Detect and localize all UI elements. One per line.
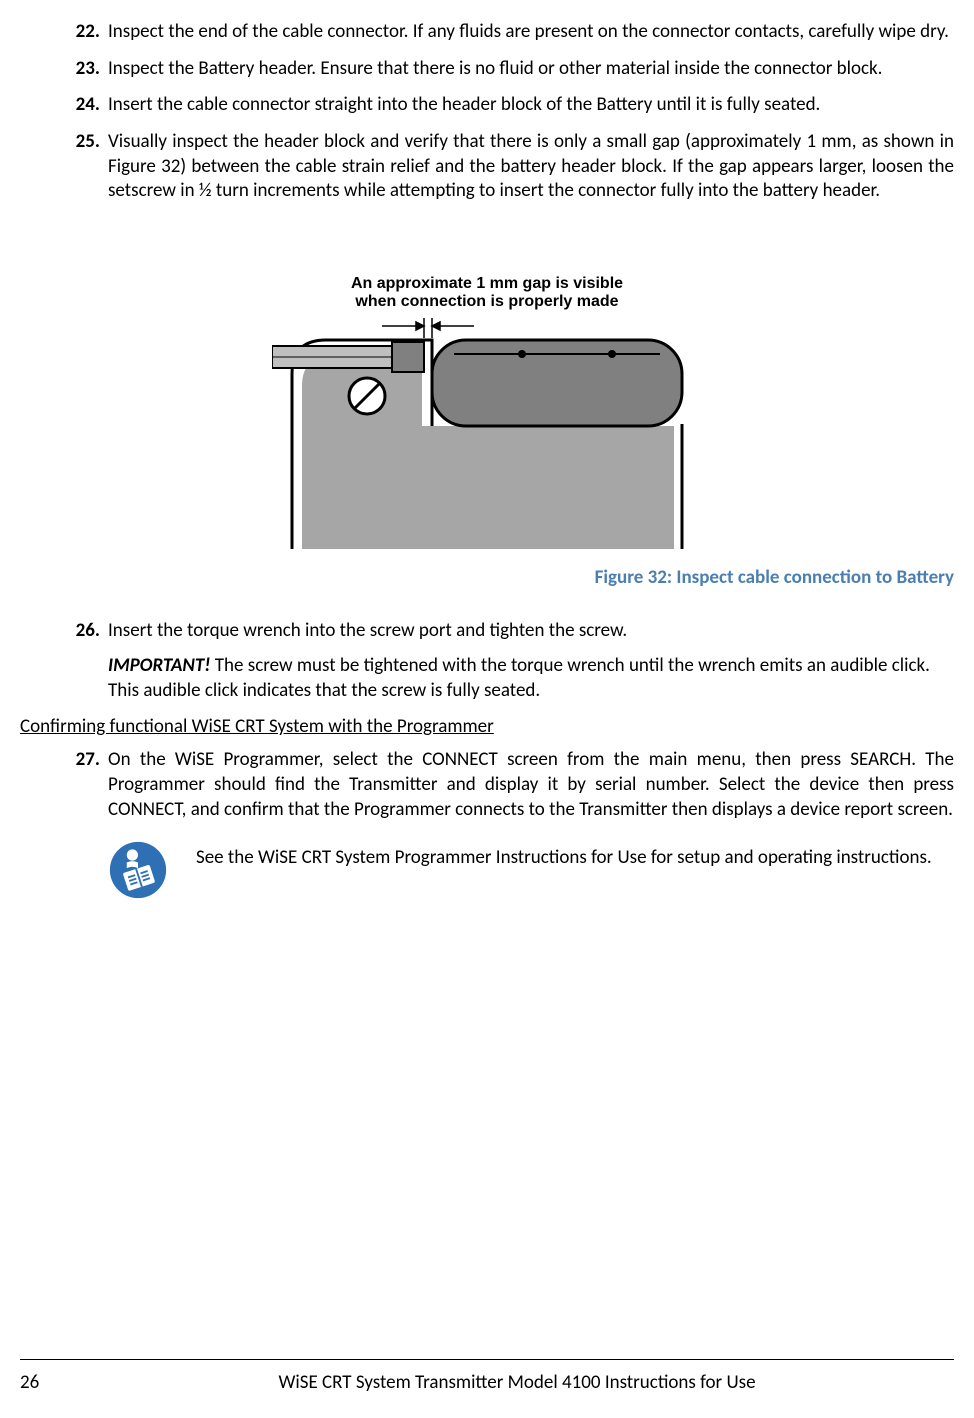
step-26-important: IMPORTANT! The screw must be tightened w… — [108, 654, 954, 703]
step-23: 23. Inspect the Battery header. Ensure t… — [20, 57, 954, 82]
step-text: On the WiSE Programmer, select the CONNE… — [108, 748, 954, 822]
step-number: 25. — [20, 130, 108, 204]
important-label: IMPORTANT! — [108, 654, 210, 677]
footer-divider — [20, 1359, 954, 1360]
step-text: Insert the torque wrench into the screw … — [108, 619, 954, 703]
step-number: 26. — [20, 619, 108, 703]
step-number: 27. — [20, 748, 108, 822]
step-25: 25. Visually inspect the header block an… — [20, 130, 954, 204]
cable — [272, 342, 424, 372]
setscrew-port — [349, 378, 385, 414]
step-text: Insert the cable connector straight into… — [108, 93, 954, 118]
step-26: 26. Insert the torque wrench into the sc… — [20, 619, 954, 703]
reference-note: See the WiSE CRT System Programmer Instr… — [108, 840, 954, 900]
step-26-line1: Insert the torque wrench into the screw … — [108, 619, 954, 644]
step-text: Inspect the Battery header. Ensure that … — [108, 57, 954, 82]
step-number: 22. — [20, 20, 108, 45]
step-text: Inspect the end of the cable connector. … — [108, 20, 954, 45]
page-body: 22. Inspect the end of the cable connect… — [0, 0, 974, 900]
step-text: Visually inspect the header block and ve… — [108, 130, 954, 204]
footer-title: WiSE CRT System Transmitter Model 4100 I… — [80, 1371, 954, 1394]
figure-32-caption: Figure 32: Inspect cable connection to B… — [20, 566, 954, 589]
reference-note-text: See the WiSE CRT System Programmer Instr… — [196, 840, 954, 871]
page-footer: 26 WiSE CRT System Transmitter Model 410… — [20, 1371, 954, 1394]
figure-32-svg: An approximate 1 mm gap is visible when … — [272, 274, 702, 554]
figure-annot-line1: An approximate 1 mm gap is visible — [351, 275, 623, 292]
section-heading: Confirming functional WiSE CRT System wi… — [20, 715, 954, 738]
step-24: 24. Insert the cable connector straight … — [20, 93, 954, 118]
manual-icon — [108, 840, 168, 900]
step-22: 22. Inspect the end of the cable connect… — [20, 20, 954, 45]
step-27: 27. On the WiSE Programmer, select the C… — [20, 748, 954, 822]
steps-list-2: 26. Insert the torque wrench into the sc… — [20, 619, 954, 703]
step-number: 23. — [20, 57, 108, 82]
important-text: The screw must be tightened with the tor… — [108, 654, 930, 702]
page-number: 26 — [20, 1371, 80, 1394]
steps-list-3: 27. On the WiSE Programmer, select the C… — [20, 748, 954, 822]
step-number: 24. — [20, 93, 108, 118]
steps-list: 22. Inspect the end of the cable connect… — [20, 20, 954, 204]
gap-indicator — [382, 318, 474, 338]
figure-32: An approximate 1 mm gap is visible when … — [20, 274, 954, 560]
figure-annot-line2: when connection is properly made — [354, 293, 618, 310]
